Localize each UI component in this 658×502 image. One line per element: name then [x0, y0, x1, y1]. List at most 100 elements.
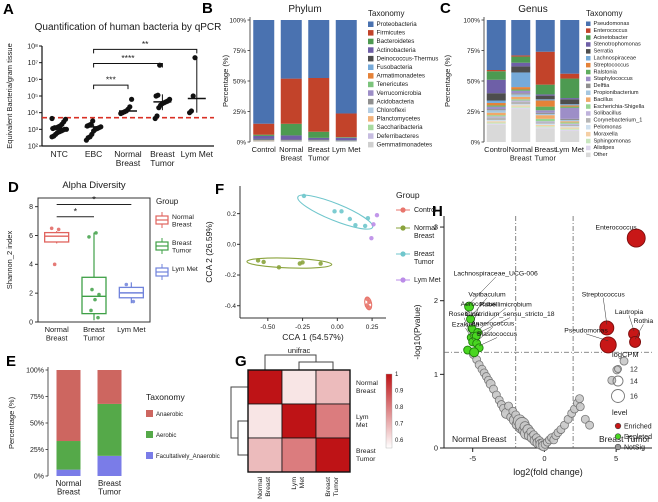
svg-text:Proteobacteria: Proteobacteria	[377, 21, 418, 28]
bar-segment	[335, 113, 357, 138]
bar-segment	[253, 134, 275, 136]
svg-text:12: 12	[630, 367, 638, 374]
svg-text:16: 16	[630, 394, 638, 401]
bar-segment	[253, 138, 275, 140]
svg-text:Tumor: Tumor	[83, 334, 105, 343]
bar-segment	[511, 96, 531, 100]
svg-text:Lym Met: Lym Met	[332, 145, 361, 154]
bar-segment	[560, 107, 580, 119]
panel-d-alpha-diversity-chart: Alpha Diversity 0 2 4 6 8 Shannon_2 index Norma…	[5, 180, 198, 343]
svg-text:Ezakiella: Ezakiella	[452, 321, 479, 328]
bars	[56, 370, 122, 476]
svg-text:Ralstonia: Ralstonia	[594, 69, 618, 75]
svg-text:Lym Met: Lym Met	[117, 325, 146, 334]
svg-text:Firmicutes: Firmicutes	[377, 30, 406, 37]
svg-text:50%: 50%	[467, 78, 480, 85]
bar-segment	[308, 78, 330, 132]
bar-segment	[486, 20, 506, 71]
svg-text:50%: 50%	[233, 78, 246, 85]
svg-text:-log10(Pvalue): -log10(Pvalue)	[412, 304, 422, 359]
bar-segment	[560, 122, 580, 124]
bar-segment	[335, 20, 357, 114]
svg-text:Breast: Breast	[308, 145, 331, 154]
bar-segment	[560, 120, 580, 122]
axes: Genus 0% 25% 50% 75% 100% Percentage (%) Contro…	[443, 4, 585, 163]
bar-segment	[56, 469, 81, 476]
bar-segment	[486, 93, 506, 101]
bar-segment	[560, 128, 580, 130]
svg-text:Percentage (%): Percentage (%)	[443, 54, 452, 107]
svg-text:Lym Met: Lym Met	[172, 266, 198, 273]
svg-text:Genus: Genus	[518, 4, 547, 15]
bar-segment	[486, 120, 506, 122]
svg-text:Bacillus: Bacillus	[594, 97, 613, 103]
svg-text:Breast: Breast	[83, 325, 106, 334]
legend: Taxonomy Proteobacteria FirmicutesBacteroi…	[368, 9, 438, 148]
svg-text:Percentage (%): Percentage (%)	[221, 54, 230, 107]
bar-segment	[511, 20, 531, 56]
panel-g-unifrac-heatmap: unifracNormalBreastLymMetBreastTumorNorm…	[230, 346, 404, 499]
bars	[486, 20, 580, 142]
svg-text:Taxonomy: Taxonomy	[146, 392, 185, 402]
svg-text:Control: Control	[484, 145, 509, 154]
bar-segment	[511, 55, 531, 57]
svg-text:CCA 2 (26.59%): CCA 2 (26.59%)	[204, 221, 214, 283]
svg-text:Serratia: Serratia	[594, 49, 614, 55]
svg-text:Normal: Normal	[56, 479, 82, 488]
svg-text:10⁷: 10⁷	[28, 60, 39, 67]
svg-text:Tenericutes: Tenericutes	[377, 81, 409, 88]
svg-text:Streptococcus: Streptococcus	[594, 62, 630, 68]
bar-segment	[511, 107, 531, 110]
bar-segment	[511, 72, 531, 88]
bar-segment	[560, 104, 580, 106]
svg-text:Met: Met	[299, 477, 306, 488]
bars	[253, 20, 357, 142]
bar-segment	[535, 112, 555, 114]
svg-text:Alpha Diversity: Alpha Diversity	[62, 180, 126, 191]
svg-text:Normal: Normal	[279, 145, 304, 154]
panel-f-cca-chart: -0.50 -0.25 0.00 0.25 -0.4 -0.2 0.0 0.2 CCA 1 (5…	[204, 186, 441, 342]
bar-segment	[486, 116, 506, 118]
svg-text:**: **	[142, 39, 149, 49]
svg-text:Pseudomonas: Pseudomonas	[594, 21, 630, 27]
cells	[247, 369, 351, 473]
panel-e-label: E	[6, 353, 17, 370]
svg-text:100%: 100%	[229, 17, 246, 24]
svg-text:Normal: Normal	[257, 477, 264, 499]
svg-text:8: 8	[29, 204, 33, 211]
bar-segment	[486, 110, 506, 113]
svg-text:Tumor: Tumor	[98, 488, 121, 497]
svg-text:Lym Met: Lym Met	[414, 277, 441, 284]
svg-text:Met: Met	[356, 422, 367, 429]
svg-text:Delftia: Delftia	[594, 83, 611, 89]
svg-text:Normal: Normal	[356, 380, 378, 387]
bar-segment	[560, 124, 580, 127]
panel-g-label: G	[235, 353, 247, 370]
panel-a-qpcr-chart: Quantification of human bacteria by qPCR…	[5, 22, 221, 168]
svg-text:10⁵: 10⁵	[27, 94, 38, 101]
axes: -0.50 -0.25 0.00 0.25 -0.4 -0.2 0.0 0.2 CCA 1 (5…	[204, 186, 386, 342]
bar-segment	[486, 100, 506, 103]
svg-text:-5: -5	[469, 454, 476, 463]
svg-text:Actinobacteria: Actinobacteria	[377, 47, 417, 54]
svg-text:Equivalent Bacteria/gram tissu: Equivalent Bacteria/gram tissue	[5, 43, 14, 148]
svg-text:Breast Tumor: Breast Tumor	[599, 434, 650, 444]
a-points	[49, 55, 206, 143]
col-label: Breast Tumor	[325, 476, 340, 496]
svg-text:Breast: Breast	[510, 154, 533, 163]
legend: Taxonomy Anaerobic Aerobic Facultatively_An…	[146, 392, 220, 460]
svg-text:NTC: NTC	[50, 149, 67, 159]
svg-text:Lym: Lym	[356, 414, 369, 421]
svg-text:Solibacillus: Solibacillus	[594, 111, 622, 117]
svg-text:Aerococcus: Aerococcus	[461, 301, 497, 308]
svg-text:14: 14	[630, 379, 638, 386]
svg-text:-0.25: -0.25	[295, 324, 310, 331]
svg-text:-0.4: -0.4	[225, 303, 237, 310]
svg-text:25%: 25%	[467, 109, 480, 116]
bar-segment	[97, 370, 122, 404]
svg-text:Shannon_2 index: Shannon_2 index	[5, 231, 14, 290]
svg-text:Breast: Breast	[150, 149, 175, 159]
svg-text:10²: 10²	[28, 144, 39, 151]
bar-segment	[486, 71, 506, 80]
